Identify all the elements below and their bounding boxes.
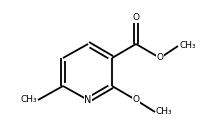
Text: CH₃: CH₃ — [156, 108, 173, 116]
Text: O: O — [132, 14, 140, 22]
Text: O: O — [157, 54, 164, 63]
Text: CH₃: CH₃ — [20, 95, 37, 104]
Text: N: N — [84, 95, 92, 105]
Text: CH₃: CH₃ — [179, 42, 196, 51]
Text: O: O — [132, 95, 140, 104]
